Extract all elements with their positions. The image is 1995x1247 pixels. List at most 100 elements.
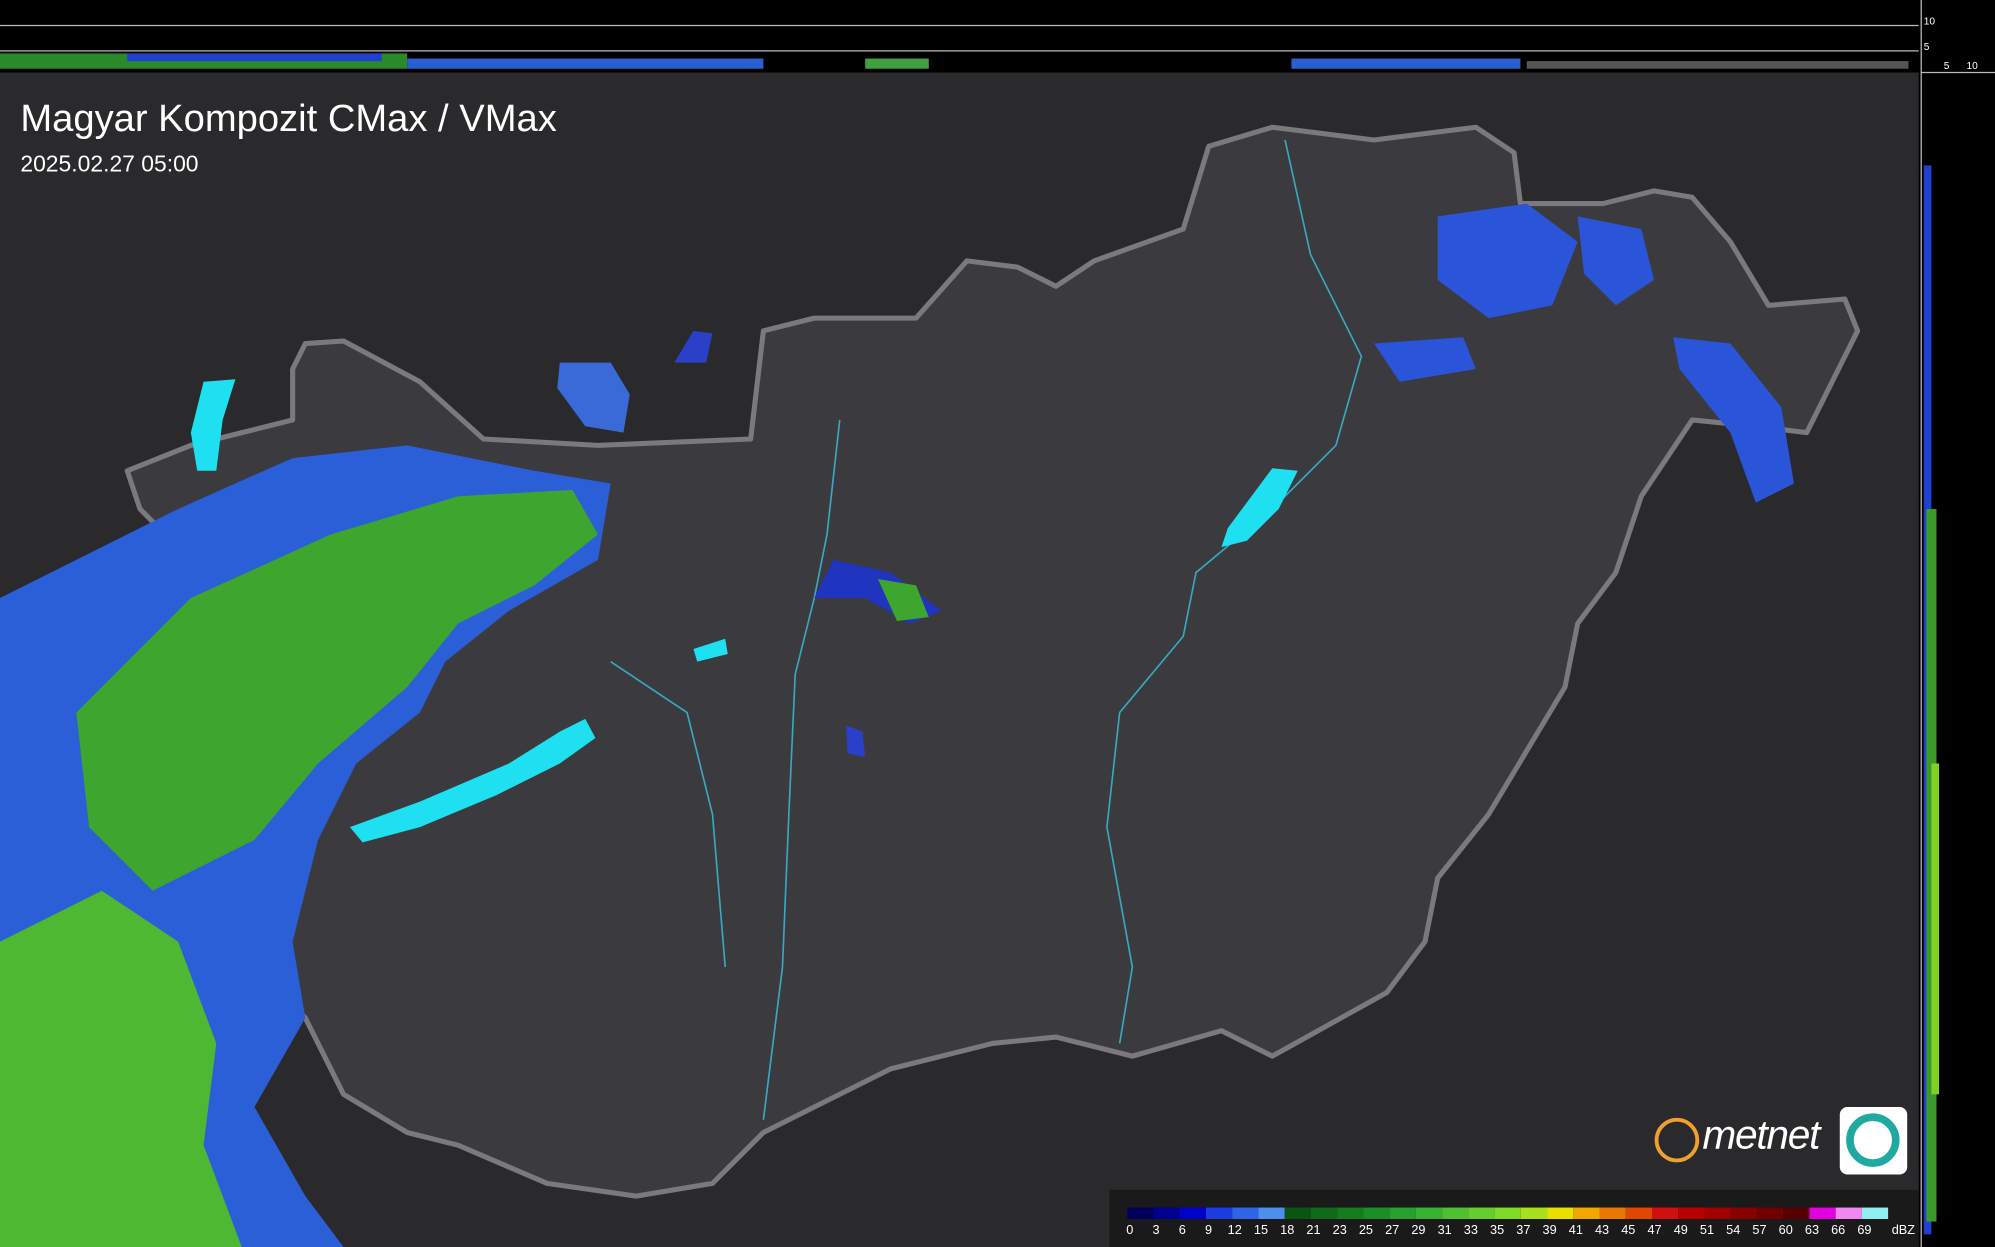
legend-label: 37 [1516, 1222, 1530, 1237]
legend-label: 39 [1543, 1222, 1557, 1237]
strip-echo [865, 58, 929, 69]
legend-swatch [1756, 1207, 1784, 1220]
legend-swatch [1861, 1207, 1889, 1220]
legend-label: 3 [1153, 1222, 1160, 1237]
legend-label: 49 [1674, 1222, 1688, 1237]
legend-label: 18 [1280, 1222, 1294, 1237]
strip-echo [1931, 763, 1940, 1095]
legend-swatch [1468, 1207, 1495, 1220]
top-strip [0, 24, 1919, 69]
legend-label: 33 [1464, 1222, 1478, 1237]
legend-swatch [1651, 1207, 1679, 1220]
rain-area [76, 489, 598, 891]
lake [349, 718, 596, 843]
legend-label: 41 [1569, 1222, 1583, 1237]
brand-swirl [1846, 1113, 1900, 1167]
legend-swatch [1625, 1207, 1652, 1220]
legend-label: 35 [1490, 1222, 1504, 1237]
legend-swatch [1573, 1207, 1600, 1220]
rain-area [846, 725, 866, 758]
rain-area [877, 578, 929, 621]
strip-echo [1291, 58, 1521, 69]
strip-echo [1526, 61, 1909, 69]
logo: metnet [1654, 1107, 1908, 1175]
legend-swatch [1730, 1207, 1757, 1220]
legend-label: 25 [1359, 1222, 1373, 1237]
legend-swatch [1704, 1207, 1731, 1220]
legend-swatch [1415, 1207, 1443, 1220]
legend-label: 0 [1126, 1222, 1133, 1237]
brand: metnet [1702, 1111, 1822, 1157]
legend-swatch [1494, 1207, 1521, 1220]
legend-swatch [1520, 1207, 1548, 1220]
lake [190, 379, 236, 471]
tick-label: 10 [1924, 16, 1936, 27]
legend-label: 63 [1805, 1222, 1819, 1237]
legend-swatch [1389, 1207, 1416, 1220]
legend-swatch [1337, 1207, 1364, 1220]
legend-swatch [1153, 1207, 1180, 1220]
rain-area [674, 330, 713, 363]
legend-unit: dBZ [1892, 1222, 1916, 1237]
legend-label: 27 [1385, 1222, 1399, 1237]
tick-label: 10 [1966, 61, 1978, 72]
legend-swatch [1678, 1207, 1705, 1220]
timestamp: 2025.02.27 05:00 [20, 150, 198, 176]
legend-swatch [1205, 1207, 1233, 1220]
river [1106, 139, 1363, 1044]
legend-label: 66 [1831, 1222, 1845, 1237]
lake [693, 638, 728, 662]
lake [1221, 468, 1298, 548]
rain-area [1577, 216, 1655, 306]
legend-label: 9 [1205, 1222, 1212, 1237]
title: Magyar Kompozit CMax / VMax [20, 97, 556, 140]
legend-label: 60 [1779, 1222, 1793, 1237]
precipitation [0, 203, 1794, 1247]
legend-label: 23 [1333, 1222, 1347, 1237]
legend-label: 15 [1254, 1222, 1268, 1237]
legend-label: 43 [1595, 1222, 1609, 1237]
legend-swatch [1442, 1207, 1469, 1220]
legend-swatch [1179, 1207, 1206, 1220]
legend-swatch [1310, 1207, 1338, 1220]
rain-area [1437, 203, 1578, 319]
legend-swatch [1809, 1207, 1836, 1220]
legend-swatch [1258, 1207, 1285, 1220]
legend-label: 54 [1726, 1222, 1740, 1237]
rivers [610, 139, 1363, 1120]
legend: 0 3 6 9 12 15 18 21 23 25 27 29 31 33 35 37 39 41 43 45 47 49… [1126, 1207, 1916, 1237]
rain-area [0, 890, 242, 1247]
legend-swatch [1783, 1207, 1810, 1220]
sun-icon [1654, 1117, 1700, 1163]
legend-swatch [1599, 1207, 1626, 1220]
right-strip [1920, 0, 1995, 1247]
legend-label: 31 [1438, 1222, 1452, 1237]
legend-label: 6 [1179, 1222, 1186, 1237]
side-ticks: 10 5 5 10 [1924, 16, 1978, 72]
rain-area [1673, 337, 1794, 503]
legend-label: 21 [1306, 1222, 1320, 1237]
rain-area [1374, 337, 1476, 382]
legend-label: 45 [1621, 1222, 1635, 1237]
legend-label: 57 [1752, 1222, 1766, 1237]
strip-echo [127, 53, 382, 62]
legend-swatch [1835, 1207, 1862, 1220]
legend-label: 47 [1647, 1222, 1661, 1237]
legend-swatch [1284, 1207, 1311, 1220]
rain-area [557, 362, 630, 433]
legend-swatch [1232, 1207, 1259, 1220]
legend-label: 51 [1700, 1222, 1714, 1237]
river [610, 660, 727, 968]
legend-label: 69 [1857, 1222, 1871, 1237]
legend-swatch [1363, 1207, 1390, 1220]
strip-echo [407, 58, 764, 69]
lakes [190, 379, 1298, 843]
tick-label: 5 [1924, 42, 1930, 53]
legend-label: 29 [1411, 1222, 1425, 1237]
river [762, 419, 841, 1120]
legend-label: 12 [1228, 1222, 1242, 1237]
legend-swatch [1547, 1207, 1574, 1220]
tick-label: 5 [1944, 61, 1950, 72]
